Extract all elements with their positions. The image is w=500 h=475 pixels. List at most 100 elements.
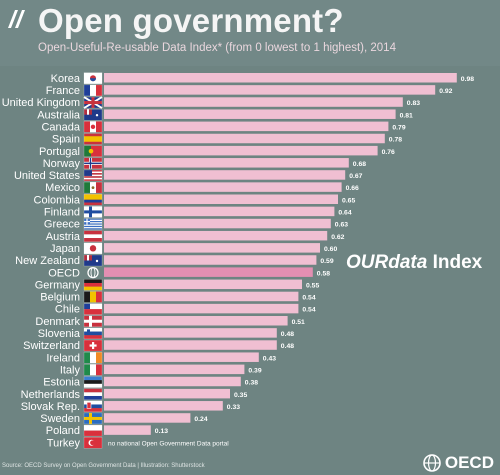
oecd-logo: OECD	[423, 453, 494, 473]
bar-oecd	[104, 267, 313, 277]
category-label-poland: Poland	[46, 425, 80, 437]
category-label-oecd: OECD	[48, 267, 80, 279]
category-label-germany: Germany	[35, 279, 81, 291]
bar-slovak-rep	[104, 401, 223, 411]
value-label-greece: 0.63	[335, 222, 348, 229]
value-label-slovak-rep: 0.33	[227, 404, 240, 411]
bar-australia	[104, 109, 396, 119]
value-label-belgium: 0.54	[302, 295, 315, 302]
flag-icon-germany	[83, 279, 103, 291]
bar-italy	[104, 364, 245, 375]
category-label-korea: Korea	[51, 73, 81, 85]
flag-icon-united-states	[83, 169, 103, 182]
category-label-denmark: Denmark	[35, 316, 80, 328]
bar-sweden	[104, 413, 191, 423]
bar-norway	[104, 158, 349, 168]
flag-icon-italy	[83, 364, 103, 376]
value-label-colombia: 0.65	[342, 197, 355, 204]
category-label-turkey: Turkey	[47, 437, 81, 449]
value-label-finland: 0.64	[338, 210, 351, 217]
value-label-korea: 0.98	[461, 76, 474, 83]
category-label-greece: Greece	[44, 219, 80, 231]
bar-japan	[104, 243, 320, 253]
bar-colombia	[104, 194, 338, 204]
value-label-new-zealand: 0.59	[320, 258, 333, 265]
category-label-netherlands: Netherlands	[21, 389, 81, 401]
flag-icon-portugal	[83, 145, 103, 157]
bar-estonia	[104, 376, 241, 387]
flag-icon-mexico	[83, 181, 103, 194]
source-note: Source: OECD Survey on Open Government D…	[2, 463, 205, 469]
category-label-colombia: Colombia	[34, 194, 81, 206]
value-label-france: 0.92	[439, 88, 452, 95]
flag-icon-new-zealand	[83, 254, 103, 267]
category-label-switzerland: Switzerland	[23, 340, 80, 352]
value-label-turkey: no national Open Government Data portal	[108, 440, 229, 447]
category-label-estonia: Estonia	[43, 377, 81, 389]
flag-icon-united-kingdom	[83, 96, 103, 109]
category-label-austria: Austria	[46, 231, 81, 243]
index-annotation: OURdata Index	[346, 252, 483, 273]
value-label-estonia: 0.38	[245, 380, 258, 387]
value-label-sweden: 0.24	[194, 416, 207, 423]
flag-icon-oecd	[87, 266, 99, 279]
bar-united-kingdom	[104, 97, 403, 107]
bar-belgium	[104, 291, 299, 302]
value-label-austria: 0.62	[331, 234, 344, 241]
value-label-denmark: 0.51	[292, 319, 305, 326]
bar-greece	[104, 218, 331, 229]
category-label-slovenia: Slovenia	[38, 328, 81, 340]
flag-icon-belgium	[83, 291, 103, 303]
page-title: Open government?	[38, 2, 344, 39]
flag-icon-colombia	[83, 194, 103, 206]
flag-icon-denmark	[83, 315, 103, 327]
value-label-australia: 0.81	[400, 112, 413, 119]
flag-icon-canada	[83, 121, 103, 133]
bar-canada	[104, 121, 389, 132]
flag-icon-turkey	[83, 437, 103, 449]
flag-icon-slovak-rep	[83, 400, 103, 412]
bar-france	[104, 85, 436, 95]
bar-korea	[104, 73, 457, 83]
flag-icon-japan	[83, 242, 103, 255]
flag-icon-netherlands	[83, 388, 103, 400]
oecd-logo-text: OECD	[444, 453, 494, 472]
flag-icon-sweden	[83, 412, 103, 425]
value-label-germany: 0.55	[306, 282, 319, 289]
value-label-chile: 0.54	[302, 307, 315, 314]
flag-icon-ireland	[83, 352, 103, 364]
value-label-japan: 0.60	[324, 246, 337, 253]
category-label-new-zealand: New Zealand	[15, 255, 80, 267]
category-label-ireland: Ireland	[46, 352, 80, 364]
category-label-australia: Australia	[37, 109, 81, 121]
category-label-canada: Canada	[41, 121, 80, 133]
page-subtitle: Open-Useful-Re-usable Data Index* (from …	[38, 42, 396, 54]
flag-icon-spain	[83, 133, 103, 145]
value-label-norway: 0.68	[353, 161, 366, 168]
value-label-spain: 0.78	[389, 137, 402, 144]
category-label-italy: Italy	[60, 364, 81, 376]
category-label-belgium: Belgium	[40, 292, 80, 304]
value-label-mexico: 0.66	[346, 185, 359, 192]
flag-icon-chile	[83, 303, 103, 315]
category-label-united-states: United States	[14, 170, 81, 182]
value-label-slovenia: 0.48	[281, 331, 294, 338]
category-label-spain: Spain	[52, 134, 80, 146]
value-label-oecd: 0.58	[317, 270, 330, 277]
bar-switzerland	[104, 340, 277, 350]
flag-icon-finland	[83, 206, 103, 218]
value-label-poland: 0.13	[155, 428, 168, 435]
category-label-finland: Finland	[44, 207, 80, 219]
bar-mexico	[104, 182, 342, 192]
flag-icon-austria	[83, 230, 103, 242]
header-band: Open government? Open-Useful-Re-usable D…	[0, 0, 500, 66]
flag-icon-estonia	[83, 376, 103, 388]
flag-icon-greece	[83, 218, 103, 230]
bar-new-zealand	[104, 255, 317, 265]
flag-icon-france	[83, 84, 103, 97]
value-label-portugal: 0.76	[382, 149, 395, 156]
value-label-ireland: 0.43	[263, 355, 276, 362]
flag-icon-norway	[83, 157, 103, 170]
category-label-chile: Chile	[55, 304, 80, 316]
